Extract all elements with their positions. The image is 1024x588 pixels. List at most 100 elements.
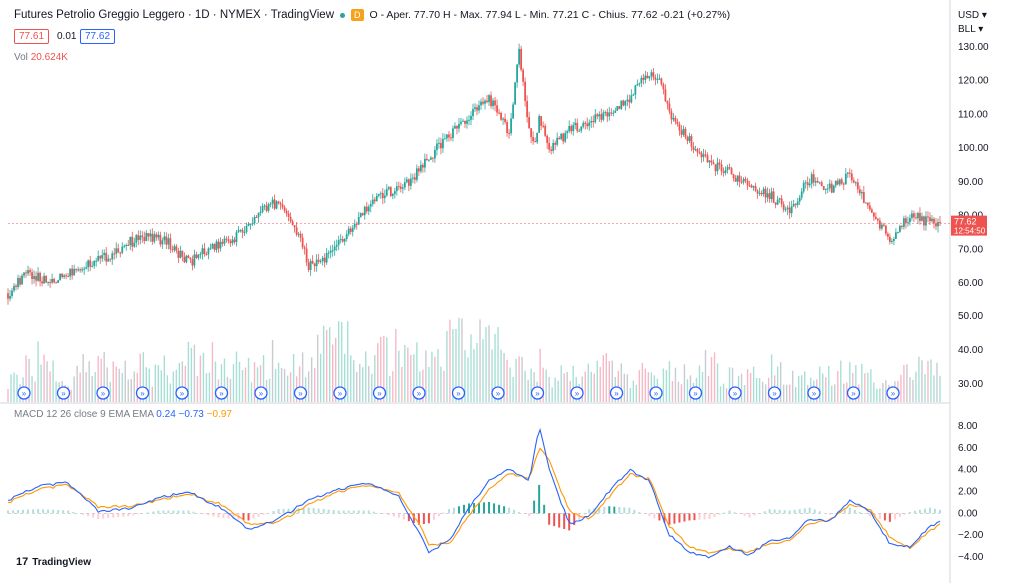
sell-price-button[interactable]: 77.61	[14, 29, 50, 44]
price-candle	[746, 180, 749, 186]
replay-marker-glyph: »	[851, 389, 856, 398]
price-candle	[838, 179, 841, 185]
price-candle	[53, 278, 55, 283]
price-candle	[109, 258, 112, 260]
price-candle	[670, 111, 673, 120]
currency-selector[interactable]: USD ▾	[958, 10, 987, 21]
price-candle	[363, 206, 366, 216]
price-candle	[159, 234, 162, 245]
price-candle	[600, 114, 603, 120]
price-candle	[275, 201, 278, 209]
price-candle	[313, 263, 316, 267]
price-candle	[824, 188, 827, 190]
tradingview-logo[interactable]: 17 TradingView	[16, 556, 91, 568]
price-candle	[369, 204, 372, 207]
replay-marker-icon	[570, 386, 584, 400]
price-candle	[842, 183, 845, 185]
price-candle	[484, 100, 486, 104]
price-candle	[702, 154, 705, 158]
price-candle	[383, 195, 386, 199]
price-candle	[907, 222, 909, 224]
price-candle	[39, 272, 41, 282]
symbol-title[interactable]: Futures Petrolio Greggio Leggero · 1D · …	[14, 9, 335, 21]
price-candle	[498, 112, 500, 114]
price-candle	[13, 285, 15, 291]
delay-badge[interactable]: D	[351, 9, 364, 21]
price-candle	[937, 222, 939, 227]
macd-tick-label: 6.00	[958, 443, 978, 454]
price-candle	[263, 205, 266, 207]
price-candle	[434, 149, 436, 159]
price-candle	[528, 117, 531, 129]
price-candle	[690, 136, 693, 147]
price-candle	[598, 114, 601, 117]
price-candle	[444, 138, 446, 140]
price-candle	[395, 186, 398, 192]
price-candle	[295, 227, 298, 235]
price-candle	[552, 142, 555, 151]
price-candle	[790, 206, 793, 214]
price-candle	[279, 203, 282, 205]
price-candle	[103, 252, 106, 256]
price-candle	[895, 232, 897, 239]
macd-label[interactable]: MACD 12 26 close 9 EMA EMA	[14, 409, 154, 420]
price-candle	[29, 270, 31, 273]
price-candle	[738, 175, 741, 182]
replay-marker-icon	[96, 386, 110, 400]
price-candle	[317, 259, 320, 262]
price-candle	[818, 182, 821, 184]
price-candle	[482, 101, 484, 104]
price-candle	[365, 206, 368, 212]
price-candle	[652, 72, 655, 78]
volume-label: Vol	[14, 52, 28, 63]
price-candle	[544, 125, 547, 136]
price-candle	[199, 254, 202, 256]
price-candle	[351, 227, 354, 232]
price-candle	[870, 209, 873, 213]
price-candle	[570, 126, 573, 132]
price-candle	[319, 261, 322, 263]
price-candle	[496, 105, 498, 113]
price-candle	[758, 192, 761, 194]
price-candle	[285, 210, 288, 214]
price-candle	[245, 226, 248, 232]
price-candle	[684, 128, 687, 138]
price-tick-label: 30.00	[958, 379, 983, 390]
price-candle	[492, 100, 494, 107]
price-candle	[305, 248, 308, 263]
price-candle	[113, 253, 116, 255]
price-tick-label: 90.00	[958, 177, 983, 188]
price-candle	[49, 282, 51, 284]
price-candle	[442, 139, 444, 149]
price-candle	[694, 149, 697, 151]
unit-selector[interactable]: BLL ▾	[958, 24, 984, 35]
macd-tick-label: 0.00	[958, 508, 978, 519]
price-candle	[361, 213, 364, 216]
price-candle	[407, 179, 410, 186]
price-tick-label: 120.00	[958, 76, 989, 87]
replay-marker-glyph: »	[61, 389, 66, 398]
price-candle	[462, 120, 464, 122]
price-candle	[802, 182, 805, 192]
price-candle	[93, 260, 96, 266]
price-candle	[886, 233, 889, 237]
price-candle	[682, 128, 685, 135]
price-candle	[11, 290, 13, 297]
macd-hist-value: 0.24	[156, 409, 176, 420]
replay-marker-icon	[491, 386, 505, 400]
price-candle	[229, 241, 232, 244]
buy-price-button[interactable]: 77.62	[80, 29, 116, 44]
price-candle	[341, 239, 344, 242]
price-candle	[522, 69, 525, 82]
countdown-label: 12:54:50	[954, 227, 986, 236]
price-candle	[7, 293, 9, 299]
price-candle	[678, 124, 681, 131]
price-candle	[872, 212, 875, 217]
price-candle	[726, 167, 729, 171]
price-candle	[704, 154, 707, 156]
price-candle	[698, 152, 701, 154]
price-candle	[666, 101, 669, 104]
price-candle	[421, 164, 424, 168]
